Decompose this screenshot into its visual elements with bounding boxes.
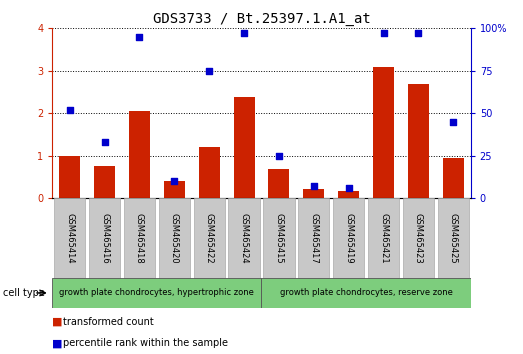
Point: [449, 119, 458, 125]
Bar: [129, 111, 150, 198]
Text: GSM465415: GSM465415: [275, 213, 283, 263]
Bar: [443, 158, 464, 198]
Bar: [373, 67, 394, 198]
Point: [345, 185, 353, 191]
Text: GSM465414: GSM465414: [65, 213, 74, 263]
Point: [135, 34, 144, 40]
Text: GSM465417: GSM465417: [309, 213, 319, 263]
Text: growth plate chondrocytes, reserve zone: growth plate chondrocytes, reserve zone: [280, 289, 452, 297]
FancyBboxPatch shape: [229, 198, 260, 278]
Text: GSM465419: GSM465419: [344, 213, 353, 263]
Point: [275, 153, 283, 159]
Text: GSM465423: GSM465423: [414, 213, 423, 263]
Text: GSM465418: GSM465418: [135, 213, 144, 263]
FancyBboxPatch shape: [403, 198, 434, 278]
FancyBboxPatch shape: [158, 198, 190, 278]
Text: GSM465422: GSM465422: [204, 213, 214, 263]
Bar: [408, 84, 429, 198]
Text: GSM465416: GSM465416: [100, 213, 109, 263]
FancyBboxPatch shape: [262, 278, 471, 308]
FancyBboxPatch shape: [124, 198, 155, 278]
Text: percentile rank within the sample: percentile rank within the sample: [63, 338, 228, 348]
Bar: [234, 97, 255, 198]
Bar: [338, 190, 359, 198]
Point: [240, 30, 248, 36]
Text: GSM465420: GSM465420: [170, 213, 179, 263]
Text: transformed count: transformed count: [63, 317, 154, 327]
Bar: [199, 147, 220, 198]
Point: [379, 30, 388, 36]
Text: ■: ■: [52, 338, 63, 348]
Text: ■: ■: [52, 317, 63, 327]
Text: GSM465425: GSM465425: [449, 213, 458, 263]
Point: [310, 183, 318, 189]
FancyBboxPatch shape: [52, 278, 262, 308]
Point: [65, 107, 74, 113]
Text: GDS3733 / Bt.25397.1.A1_at: GDS3733 / Bt.25397.1.A1_at: [153, 12, 370, 27]
Point: [170, 178, 178, 184]
FancyBboxPatch shape: [54, 198, 85, 278]
FancyBboxPatch shape: [438, 198, 469, 278]
Bar: [268, 169, 289, 198]
Text: cell type: cell type: [3, 288, 44, 298]
Text: GSM465421: GSM465421: [379, 213, 388, 263]
FancyBboxPatch shape: [368, 198, 399, 278]
Bar: [94, 166, 115, 198]
Point: [414, 30, 423, 36]
Text: GSM465424: GSM465424: [240, 213, 248, 263]
FancyBboxPatch shape: [194, 198, 225, 278]
Point: [100, 139, 109, 145]
Bar: [59, 156, 80, 198]
FancyBboxPatch shape: [333, 198, 365, 278]
Text: growth plate chondrocytes, hypertrophic zone: growth plate chondrocytes, hypertrophic …: [60, 289, 254, 297]
FancyBboxPatch shape: [263, 198, 294, 278]
Bar: [164, 181, 185, 198]
FancyBboxPatch shape: [89, 198, 120, 278]
Bar: [303, 189, 324, 198]
FancyBboxPatch shape: [298, 198, 329, 278]
Point: [205, 68, 213, 74]
